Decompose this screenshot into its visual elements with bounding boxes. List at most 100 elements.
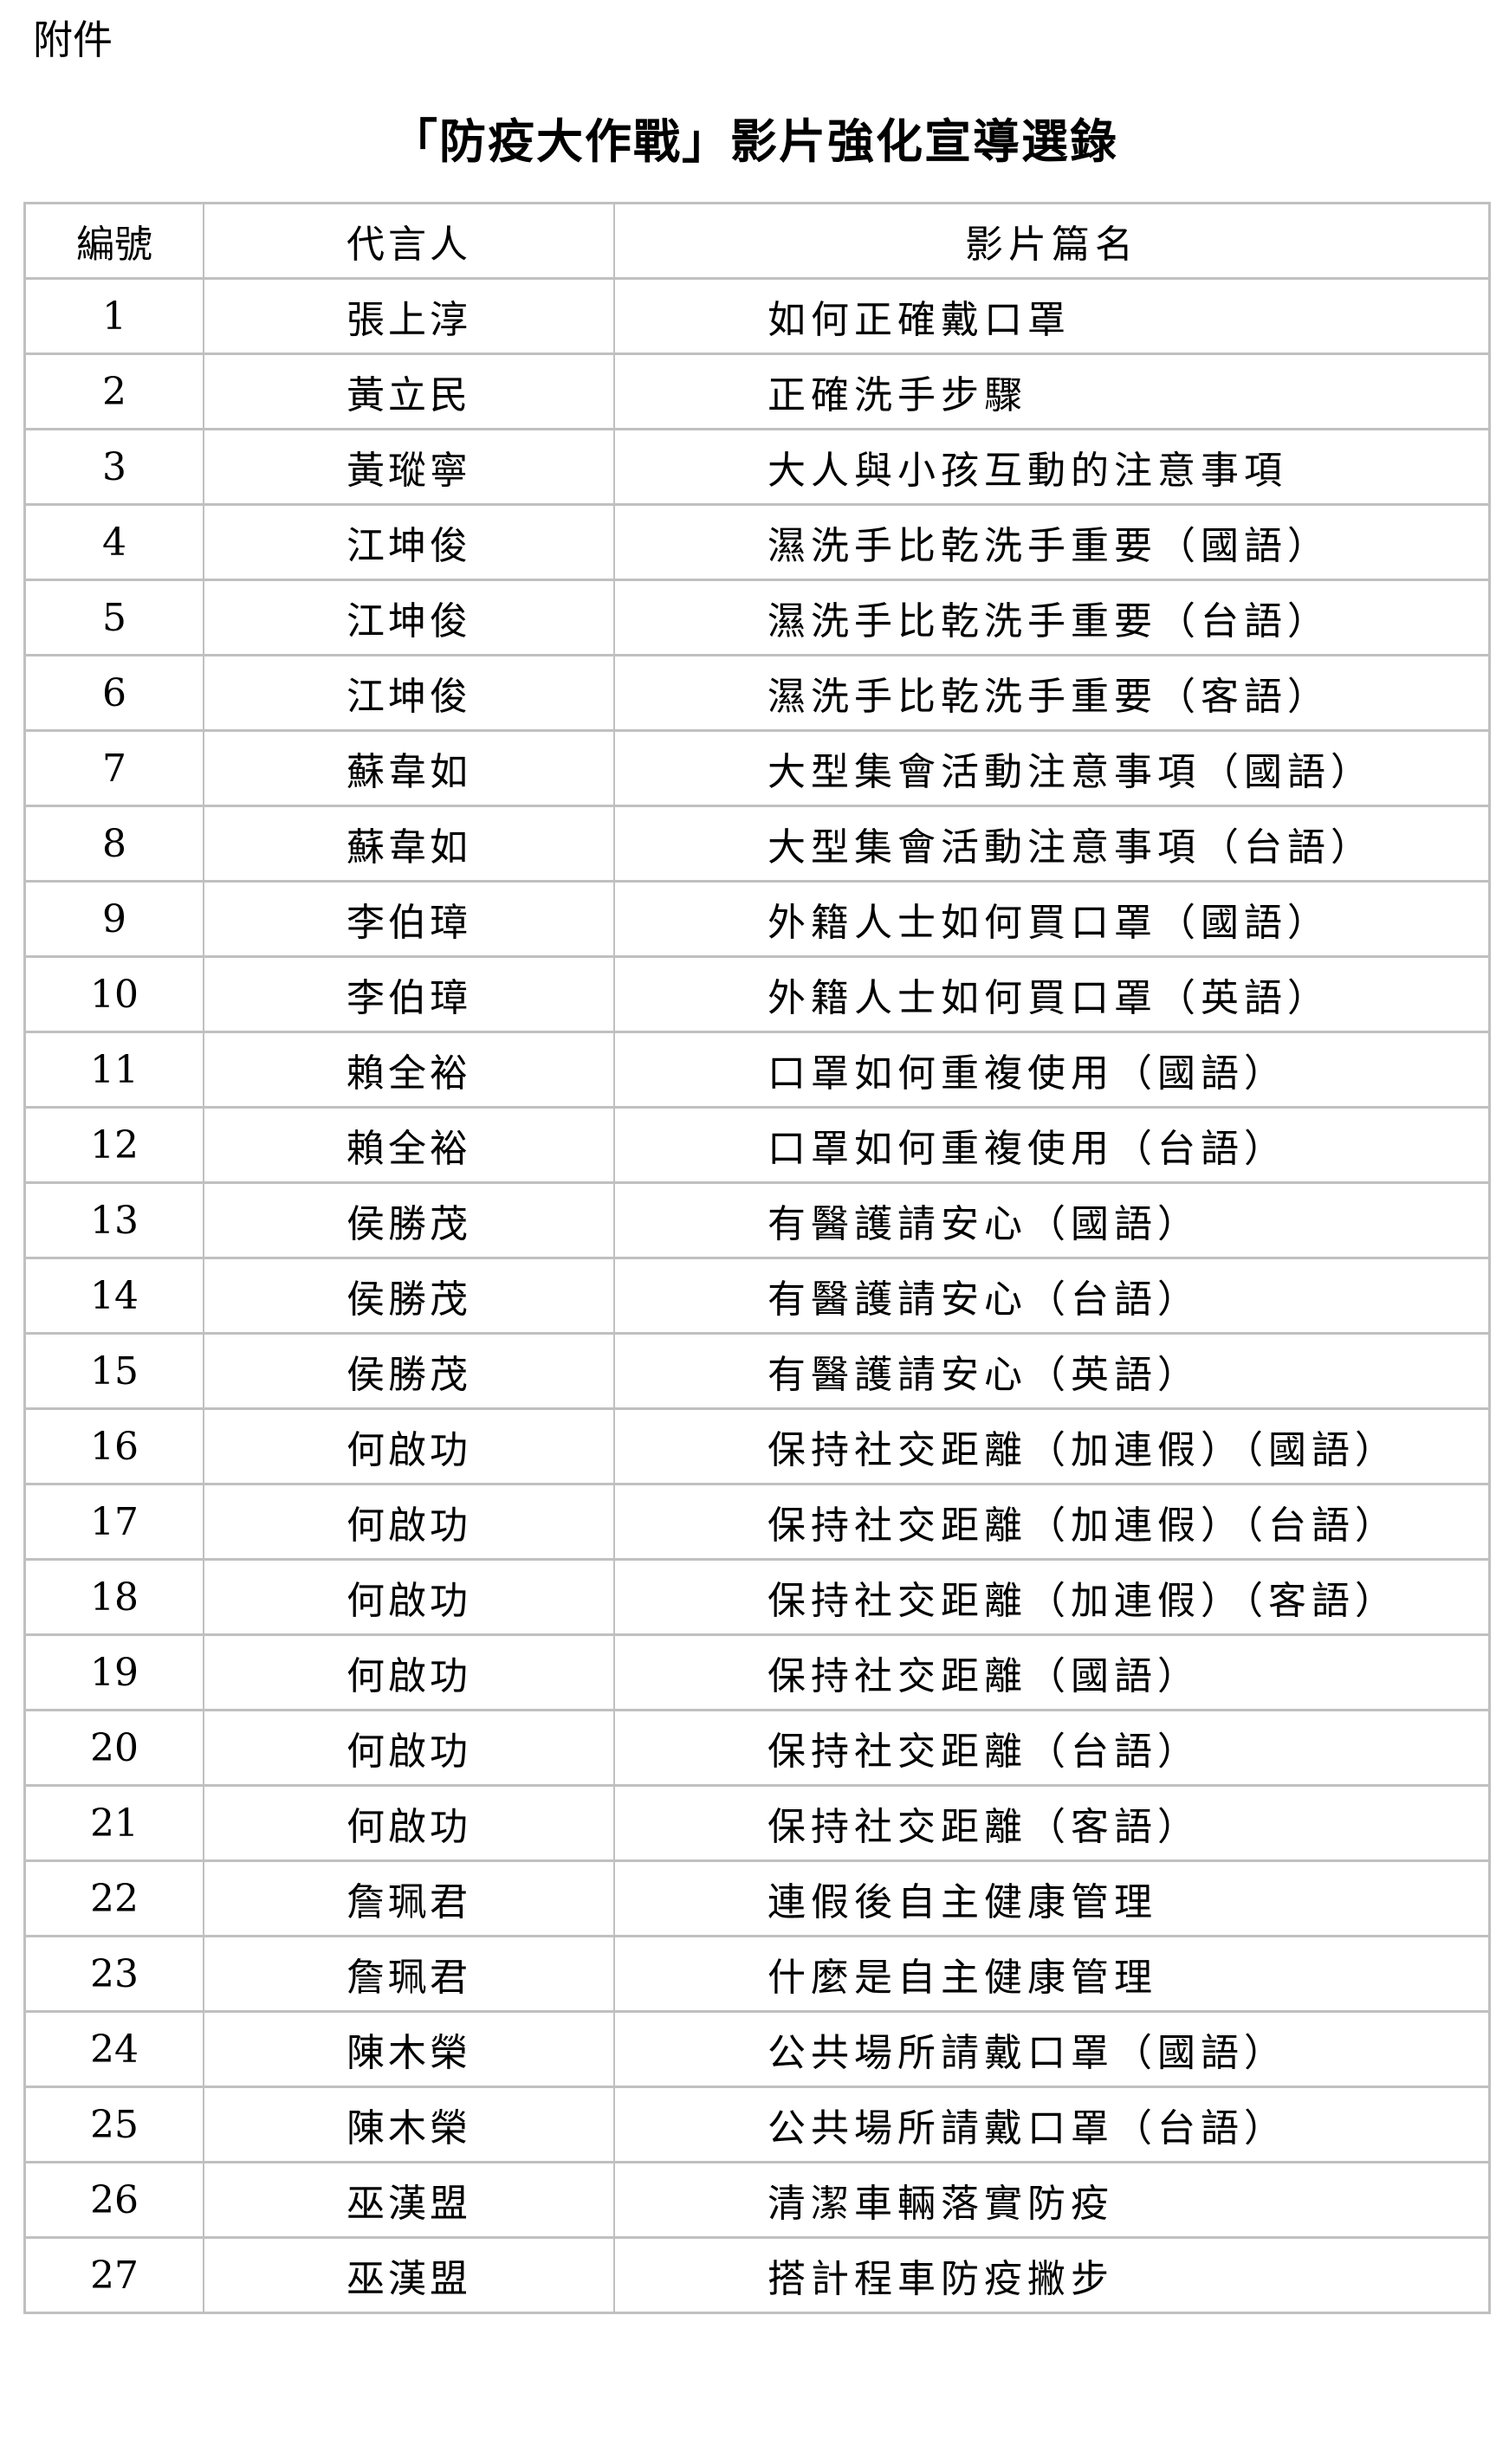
table-row: 16 何啟功 保持社交距離（加連假）（國語） — [23, 1407, 1491, 1485]
cell-video-title: 外籍人士如何買口罩（英語） — [613, 955, 1491, 1033]
page-title: 「防疫大作戰」影片強化宣導選錄 — [391, 113, 1118, 169]
cell-video-title: 什麼是自主健康管理 — [613, 1935, 1491, 2013]
table-row: 12 賴全裕 口罩如何重複使用（台語） — [23, 1106, 1491, 1184]
table-row: 24 陳木榮 公共場所請戴口罩（國語） — [23, 2010, 1491, 2088]
cell-spokesperson: 何啟功 — [203, 1709, 615, 1787]
table-row: 20 何啟功 保持社交距離（台語） — [23, 1709, 1491, 1787]
table-row: 10 李伯璋 外籍人士如何買口罩（英語） — [23, 955, 1491, 1033]
table-row: 21 何啟功 保持社交距離（客語） — [23, 1784, 1491, 1862]
cell-spokesperson: 陳木榮 — [203, 2086, 615, 2163]
cell-spokesperson: 何啟功 — [203, 1558, 615, 1636]
cell-video-title: 保持社交距離（台語） — [613, 1709, 1491, 1787]
cell-video-title: 口罩如何重複使用（國語） — [613, 1031, 1491, 1109]
cell-number: 14 — [23, 1257, 204, 1335]
table-row: 2 黃立民 正確洗手步驟 — [23, 352, 1491, 430]
cell-spokesperson: 賴全裕 — [203, 1106, 615, 1184]
cell-spokesperson: 詹珮君 — [203, 1859, 615, 1937]
cell-number: 24 — [23, 2010, 204, 2088]
cell-video-title: 大型集會活動注意事項（台語） — [613, 805, 1491, 883]
cell-number: 13 — [23, 1181, 204, 1259]
header-number: 編號 — [23, 202, 204, 280]
header-video-title: 影片篇名 — [613, 202, 1491, 280]
cell-video-title: 如何正確戴口罩 — [613, 277, 1491, 355]
cell-video-title: 保持社交距離（國語） — [613, 1633, 1491, 1711]
table-row: 11 賴全裕 口罩如何重複使用（國語） — [23, 1031, 1491, 1109]
cell-video-title: 正確洗手步驟 — [613, 352, 1491, 430]
cell-video-title: 濕洗手比乾洗手重要（客語） — [613, 654, 1491, 732]
cell-video-title: 清潔車輛落實防疫 — [613, 2161, 1491, 2239]
video-list-table: 編號 代言人 影片篇名 1 張上淳 如何正確戴口罩 2 黃立民 正確洗手步驟 3 黃瑽寧 大人與… — [23, 202, 1491, 2314]
cell-spokesperson: 陳木榮 — [203, 2010, 615, 2088]
table-row: 19 何啟功 保持社交距離（國語） — [23, 1633, 1491, 1711]
table-row: 27 巫漢盟 搭計程車防疫撇步 — [23, 2236, 1491, 2314]
table-header-row: 編號 代言人 影片篇名 — [23, 202, 1491, 280]
table-row: 25 陳木榮 公共場所請戴口罩（台語） — [23, 2086, 1491, 2163]
cell-video-title: 搭計程車防疫撇步 — [613, 2236, 1491, 2314]
cell-video-title: 濕洗手比乾洗手重要（國語） — [613, 503, 1491, 581]
cell-video-title: 有醫護請安心（台語） — [613, 1257, 1491, 1335]
cell-spokesperson: 李伯璋 — [203, 880, 615, 958]
cell-spokesperson: 何啟功 — [203, 1784, 615, 1862]
table-row: 15 侯勝茂 有醫護請安心（英語） — [23, 1332, 1491, 1410]
cell-video-title: 外籍人士如何買口罩（國語） — [613, 880, 1491, 958]
cell-number: 7 — [23, 729, 204, 807]
cell-spokesperson: 李伯璋 — [203, 955, 615, 1033]
cell-number: 3 — [23, 428, 204, 506]
cell-number: 2 — [23, 352, 204, 430]
cell-spokesperson: 侯勝茂 — [203, 1181, 615, 1259]
cell-number: 27 — [23, 2236, 204, 2314]
table-row: 5 江坤俊 濕洗手比乾洗手重要（台語） — [23, 579, 1491, 656]
cell-video-title: 保持社交距離（加連假）（客語） — [613, 1558, 1491, 1636]
cell-number: 15 — [23, 1332, 204, 1410]
table-row: 23 詹珮君 什麼是自主健康管理 — [23, 1935, 1491, 2013]
cell-number: 21 — [23, 1784, 204, 1862]
cell-video-title: 有醫護請安心（國語） — [613, 1181, 1491, 1259]
cell-video-title: 有醫護請安心（英語） — [613, 1332, 1491, 1410]
cell-spokesperson: 黃瑽寧 — [203, 428, 615, 506]
table-row: 8 蘇韋如 大型集會活動注意事項（台語） — [23, 805, 1491, 883]
cell-spokesperson: 張上淳 — [203, 277, 615, 355]
cell-spokesperson: 江坤俊 — [203, 654, 615, 732]
cell-number: 23 — [23, 1935, 204, 2013]
table-row: 6 江坤俊 濕洗手比乾洗手重要（客語） — [23, 654, 1491, 732]
cell-spokesperson: 賴全裕 — [203, 1031, 615, 1109]
cell-video-title: 公共場所請戴口罩（台語） — [613, 2086, 1491, 2163]
cell-number: 4 — [23, 503, 204, 581]
cell-number: 17 — [23, 1483, 204, 1561]
table-row: 17 何啟功 保持社交距離（加連假）（台語） — [23, 1483, 1491, 1561]
cell-number: 5 — [23, 579, 204, 656]
cell-spokesperson: 江坤俊 — [203, 579, 615, 656]
attachment-label: 附件 — [33, 16, 113, 63]
table-row: 14 侯勝茂 有醫護請安心（台語） — [23, 1257, 1491, 1335]
cell-spokesperson: 黃立民 — [203, 352, 615, 430]
cell-number: 9 — [23, 880, 204, 958]
cell-spokesperson: 詹珮君 — [203, 1935, 615, 2013]
cell-spokesperson: 巫漢盟 — [203, 2161, 615, 2239]
cell-video-title: 濕洗手比乾洗手重要（台語） — [613, 579, 1491, 656]
cell-number: 16 — [23, 1407, 204, 1485]
table-row: 7 蘇韋如 大型集會活動注意事項（國語） — [23, 729, 1491, 807]
cell-spokesperson: 蘇韋如 — [203, 805, 615, 883]
cell-number: 18 — [23, 1558, 204, 1636]
table-row: 26 巫漢盟 清潔車輛落實防疫 — [23, 2161, 1491, 2239]
cell-number: 20 — [23, 1709, 204, 1787]
cell-spokesperson: 何啟功 — [203, 1633, 615, 1711]
table-row: 22 詹珮君 連假後自主健康管理 — [23, 1859, 1491, 1937]
cell-number: 10 — [23, 955, 204, 1033]
table-row: 4 江坤俊 濕洗手比乾洗手重要（國語） — [23, 503, 1491, 581]
cell-spokesperson: 何啟功 — [203, 1407, 615, 1485]
cell-number: 1 — [23, 277, 204, 355]
cell-video-title: 連假後自主健康管理 — [613, 1859, 1491, 1937]
cell-number: 19 — [23, 1633, 204, 1711]
cell-spokesperson: 何啟功 — [203, 1483, 615, 1561]
table-row: 9 李伯璋 外籍人士如何買口罩（國語） — [23, 880, 1491, 958]
cell-video-title: 大人與小孩互動的注意事項 — [613, 428, 1491, 506]
cell-number: 22 — [23, 1859, 204, 1937]
cell-number: 8 — [23, 805, 204, 883]
cell-video-title: 保持社交距離（加連假）（國語） — [613, 1407, 1491, 1485]
table-row: 3 黃瑽寧 大人與小孩互動的注意事項 — [23, 428, 1491, 506]
cell-video-title: 口罩如何重複使用（台語） — [613, 1106, 1491, 1184]
cell-number: 25 — [23, 2086, 204, 2163]
cell-spokesperson: 侯勝茂 — [203, 1257, 615, 1335]
cell-video-title: 大型集會活動注意事項（國語） — [613, 729, 1491, 807]
